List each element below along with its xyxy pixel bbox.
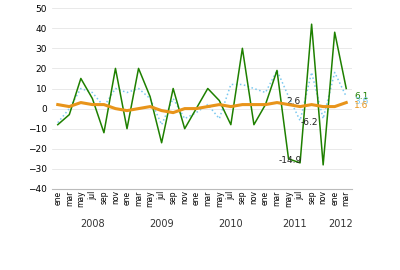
Text: 6.1: 6.1	[354, 92, 369, 101]
Text: 2010: 2010	[218, 219, 243, 229]
Text: -14.9: -14.9	[278, 156, 302, 165]
Text: 2011: 2011	[282, 219, 307, 229]
Text: 1.6: 1.6	[354, 101, 369, 110]
Text: 2009: 2009	[149, 219, 174, 229]
Text: 2008: 2008	[80, 219, 105, 229]
Text: 2012: 2012	[328, 219, 353, 229]
Text: 3.6: 3.6	[354, 97, 369, 106]
Text: 2.6: 2.6	[286, 97, 300, 106]
Text: -6.2: -6.2	[300, 118, 318, 127]
